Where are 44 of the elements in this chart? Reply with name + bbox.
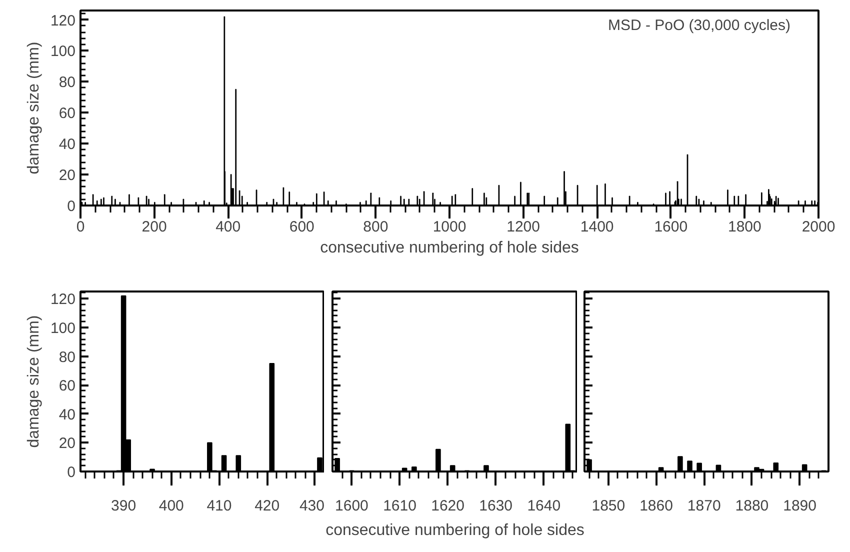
y-tick-label: 40 [58, 406, 76, 424]
x-tick-label: 420 [254, 498, 280, 514]
x-tick-label: 1000 [432, 218, 466, 236]
x-tick-label: 2000 [802, 218, 836, 236]
y-tick-label: 120 [50, 291, 76, 308]
x-tick-label: 410 [206, 498, 232, 514]
x-tick-label: 1800 [728, 218, 762, 236]
x-tick-label: 1860 [640, 498, 673, 514]
x-tick-label: 200 [142, 218, 167, 236]
y-tick-label: 20 [58, 435, 76, 452]
x-tick-label: 1630 [479, 498, 513, 514]
y-tick-label: 0 [67, 198, 76, 215]
x-axis-title: consecutive numbering of hole sides [326, 521, 584, 541]
y-tick-label: 60 [58, 105, 76, 122]
x-tick-label: 1200 [506, 218, 540, 236]
y-tick-label: 80 [58, 74, 76, 92]
x-tick-label: 1600 [654, 218, 688, 236]
x-tick-label: 1400 [580, 218, 614, 236]
x-axis-title: consecutive numbering of hole sides [320, 240, 579, 256]
x-tick-label: 430 [299, 498, 325, 514]
y-tick-label: 80 [58, 348, 76, 366]
x-tick-label: 1620 [431, 498, 464, 514]
y-tick-label: 60 [58, 378, 76, 395]
y-tick-label: 20 [58, 167, 76, 184]
y-axis-title: damage size (mm) [25, 42, 42, 174]
x-tick-label: 800 [363, 218, 388, 236]
y-tick-label: 0 [67, 464, 76, 481]
annotation: MSD - PoO (30,000 cycles) [608, 17, 791, 34]
y-axis-title: damage size (mm) [25, 315, 42, 448]
x-tick-label: 1640 [527, 498, 561, 514]
y-tick-label: 40 [58, 136, 76, 154]
x-tick-label: 390 [111, 498, 136, 514]
x-tick-label: 1880 [735, 498, 769, 514]
x-tick-label: 1850 [592, 498, 626, 514]
y-tick-label: 120 [50, 12, 76, 30]
x-tick-label: 1600 [335, 498, 368, 514]
x-tick-label: 600 [289, 218, 314, 236]
x-tick-label: 400 [158, 498, 184, 514]
x-tick-label: 400 [216, 218, 241, 236]
y-tick-label: 100 [50, 43, 76, 60]
x-tick-label: 1890 [783, 498, 816, 514]
y-tick-label: 100 [50, 320, 76, 337]
x-tick-label: 1870 [687, 498, 721, 514]
x-tick-label: 1610 [383, 498, 416, 514]
